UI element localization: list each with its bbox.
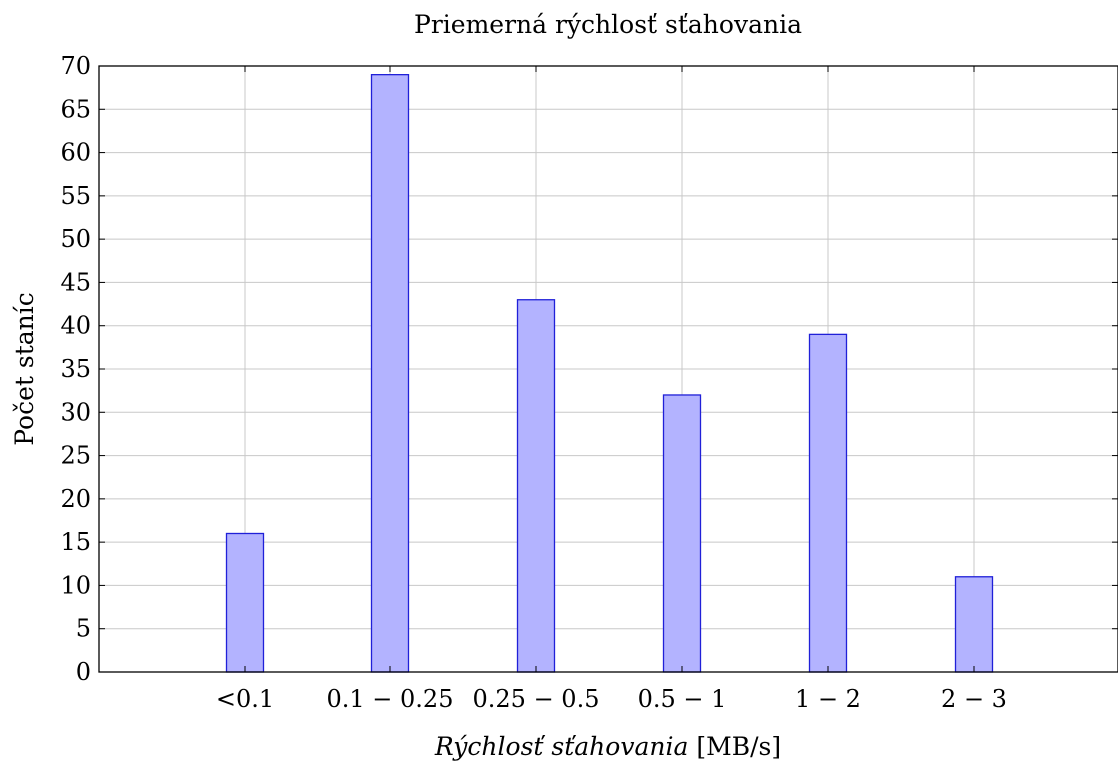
y-tick-label: 50 xyxy=(60,225,91,253)
bar xyxy=(662,394,702,673)
y-tick-label: 5 xyxy=(76,615,91,643)
x-axis-title-main: Rýchlosť sťahovania xyxy=(434,732,688,761)
x-tick-label: 0.1 − 0.25 xyxy=(327,685,454,713)
bar xyxy=(225,532,265,673)
y-tick-label: 65 xyxy=(60,95,91,123)
x-tick-label: 1 − 2 xyxy=(795,685,861,713)
y-tick-label: 45 xyxy=(60,268,91,296)
y-axis-title: Počet staníc xyxy=(10,292,39,446)
x-tick-label: 0.5 − 1 xyxy=(638,685,727,713)
y-tick-label: 35 xyxy=(60,355,91,383)
y-tick-label: 55 xyxy=(60,182,91,210)
bar xyxy=(370,74,410,673)
y-tick-label: 30 xyxy=(60,398,91,426)
y-tick-label: 70 xyxy=(60,52,91,80)
tick-layer xyxy=(99,65,1118,673)
bar xyxy=(516,299,556,673)
bar xyxy=(954,576,994,673)
y-tick-label: 0 xyxy=(76,658,91,686)
chart-title: Priemerná rýchlosť sťahovania xyxy=(414,10,802,39)
bar xyxy=(808,333,848,673)
label-layer: 0 5 10 15 20 25 30 35 40 45 50 55 60 65 70 <0.1 0.1 − 0.… xyxy=(60,52,1007,713)
x-axis-title: Rýchlosť sťahovania [MB/s] xyxy=(434,732,781,761)
x-tick-label: 2 − 3 xyxy=(941,685,1007,713)
y-tick-label: 15 xyxy=(60,528,91,556)
x-axis-title-unit: [MB/s] xyxy=(696,732,781,761)
y-tick-label: 10 xyxy=(60,571,91,599)
y-tick-label: 20 xyxy=(60,485,91,513)
y-tick-label: 25 xyxy=(60,442,91,470)
x-tick-label: <0.1 xyxy=(216,685,274,713)
x-tick-label: 0.25 − 0.5 xyxy=(473,685,600,713)
bar-layer xyxy=(225,74,994,673)
y-tick-label: 40 xyxy=(60,312,91,340)
y-tick-label: 60 xyxy=(60,139,91,167)
